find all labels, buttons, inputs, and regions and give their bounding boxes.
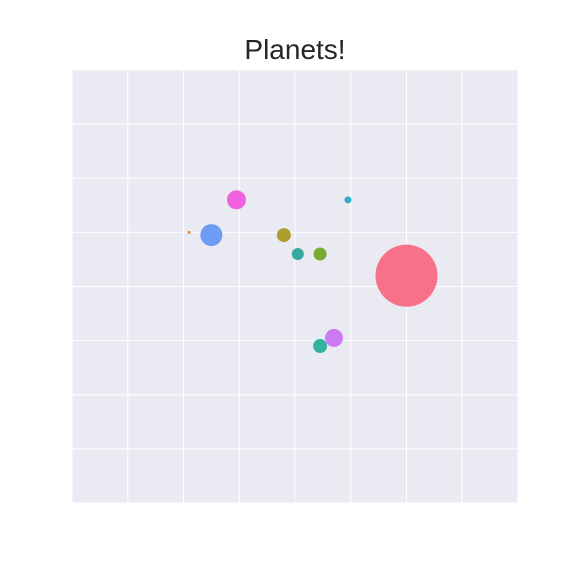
planet-point — [292, 248, 304, 260]
planet-point — [200, 224, 222, 246]
planet-point — [325, 329, 343, 347]
planet-point — [227, 190, 246, 209]
planet-point — [376, 245, 438, 307]
planet-point — [188, 231, 191, 234]
planet-point — [314, 248, 327, 261]
planet-point — [313, 339, 327, 353]
planet-point — [344, 196, 351, 203]
planet-point — [277, 228, 291, 242]
